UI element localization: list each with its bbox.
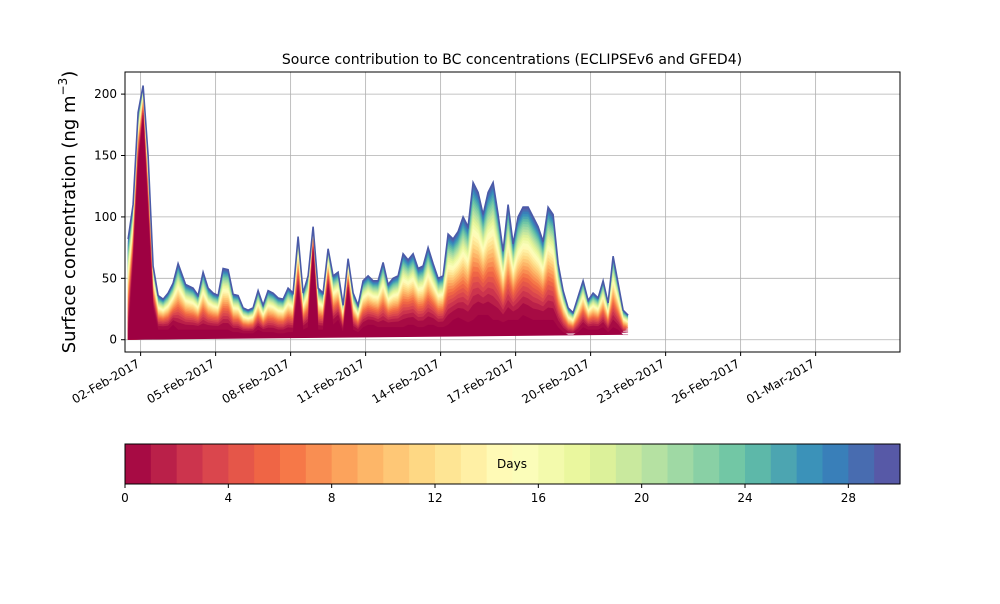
area-band-day-13 bbox=[127, 98, 629, 340]
stacked-areas bbox=[127, 85, 629, 340]
colorbar-segment bbox=[331, 444, 359, 484]
y-tick-label: 200 bbox=[94, 87, 117, 101]
colorbar-segment bbox=[357, 444, 384, 484]
y-axis: 0 50 100 150 200 bbox=[94, 87, 125, 347]
x-tick-label: 23-Feb-2017 bbox=[595, 356, 668, 406]
x-tick-label: 20-Feb-2017 bbox=[520, 356, 593, 406]
colorbar-tick-label: 12 bbox=[427, 491, 442, 505]
colorbar-tick-label: 0 bbox=[121, 491, 129, 505]
colorbar-segment bbox=[202, 444, 229, 484]
colorbar-segment bbox=[228, 444, 255, 484]
y-axis-label-text: Surface concentration (ng m bbox=[59, 95, 80, 353]
colorbar: 0 4 8 12 16 20 24 28 bbox=[121, 443, 901, 505]
gridlines bbox=[125, 72, 900, 352]
colorbar-segment bbox=[383, 444, 410, 484]
y-tick-label: 150 bbox=[94, 149, 117, 163]
colorbar-label: Days bbox=[497, 457, 527, 471]
x-tick-label: 08-Feb-2017 bbox=[220, 356, 293, 406]
colorbar-segment bbox=[512, 444, 539, 484]
x-tick-label: 01-Mar-2017 bbox=[744, 356, 817, 406]
colorbar-segment bbox=[486, 444, 514, 484]
colorbar-segment bbox=[280, 444, 307, 484]
y-axis-label: Surface concentration (ng m−3) bbox=[56, 71, 80, 354]
colorbar-tick-label: 4 bbox=[225, 491, 233, 505]
colorbar-segment bbox=[667, 444, 694, 484]
colorbar-segment bbox=[615, 444, 643, 484]
y-axis-label-exponent: −3 bbox=[56, 78, 70, 96]
colorbar-segment bbox=[564, 444, 591, 484]
total-outline bbox=[127, 85, 629, 316]
colorbar-segment bbox=[460, 444, 488, 484]
colorbar-segment bbox=[176, 444, 204, 484]
colorbar-segment bbox=[590, 444, 617, 484]
area-band-day-0-base bbox=[127, 118, 629, 340]
colorbar-segment bbox=[770, 444, 798, 484]
y-tick-label: 0 bbox=[109, 333, 117, 347]
colorbar-tick-label: 28 bbox=[841, 491, 856, 505]
x-tick-label: 02-Feb-2017 bbox=[70, 356, 143, 406]
colorbar-segment bbox=[125, 444, 152, 484]
colorbar-segment bbox=[409, 444, 436, 484]
colorbar-segment bbox=[150, 444, 178, 484]
chart-title: Source contribution to BC concentrations… bbox=[282, 52, 742, 68]
x-tick-label: 05-Feb-2017 bbox=[145, 356, 218, 406]
y-tick-label: 100 bbox=[94, 210, 117, 224]
y-axis-label-close: ) bbox=[59, 71, 80, 78]
colorbar-tick-label: 8 bbox=[328, 491, 336, 505]
colorbar-tick-label: 20 bbox=[634, 491, 649, 505]
colorbar-segment bbox=[305, 444, 333, 484]
plot-frame bbox=[124, 71, 901, 353]
colorbar-segment bbox=[796, 444, 824, 484]
x-tick-label: 26-Feb-2017 bbox=[670, 356, 743, 406]
y-tick-label: 50 bbox=[102, 271, 117, 285]
colorbar-frame bbox=[124, 443, 901, 485]
x-tick-label: 11-Feb-2017 bbox=[295, 356, 368, 406]
area-band-day-2 bbox=[127, 111, 629, 340]
colorbar-segment bbox=[538, 444, 565, 484]
colorbar-segment bbox=[822, 444, 849, 484]
colorbar-segment bbox=[254, 444, 281, 484]
x-tick-label: 14-Feb-2017 bbox=[370, 356, 443, 406]
colorbar-segment bbox=[848, 444, 875, 484]
colorbar-segment bbox=[719, 444, 746, 484]
x-tick-label: 17-Feb-2017 bbox=[445, 356, 518, 406]
area-band-day-1 bbox=[127, 112, 629, 340]
colorbar-segment bbox=[745, 444, 772, 484]
area-band-day-0 bbox=[127, 114, 629, 340]
colorbar-segment bbox=[693, 444, 720, 484]
colorbar-segment bbox=[641, 444, 669, 484]
colorbar-tick-label: 24 bbox=[737, 491, 752, 505]
colorbar-tick-label: 16 bbox=[531, 491, 546, 505]
colorbar-segment bbox=[435, 444, 462, 484]
x-axis: 02-Feb-2017 05-Feb-2017 08-Feb-2017 11-Feb-… bbox=[70, 352, 817, 407]
colorbar-segment bbox=[874, 444, 901, 484]
